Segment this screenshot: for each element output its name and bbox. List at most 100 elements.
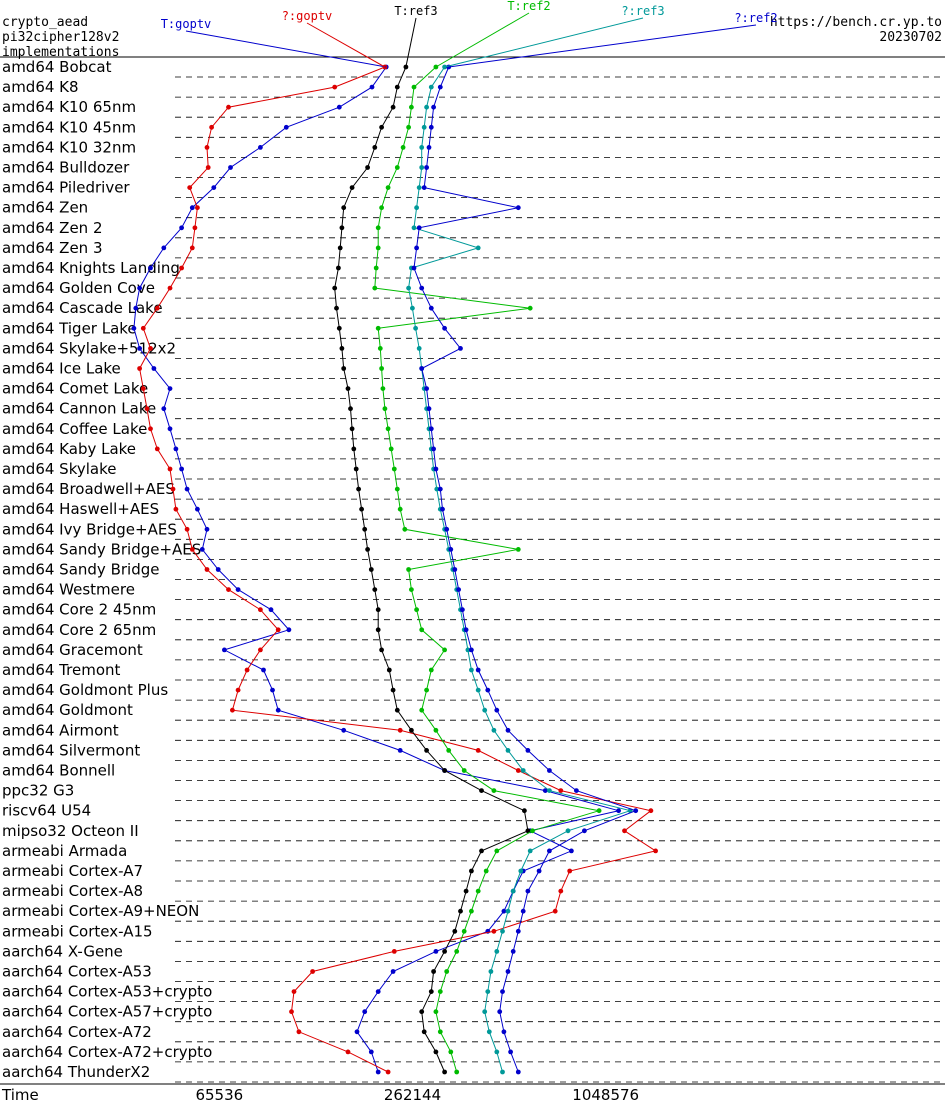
data-point	[494, 708, 499, 713]
data-point	[440, 507, 445, 512]
site-url: https://bench.cr.yp.to	[770, 15, 942, 30]
data-point	[424, 748, 429, 753]
data-point	[482, 1009, 487, 1014]
data-point	[190, 246, 195, 251]
data-point	[137, 366, 142, 371]
data-point	[338, 246, 343, 251]
platform-label: amd64 Sandy Bridge	[2, 561, 159, 579]
data-point	[582, 828, 587, 833]
data-point	[362, 527, 367, 532]
data-point	[216, 567, 221, 572]
data-point	[185, 527, 190, 532]
data-point	[530, 828, 535, 833]
platform-label: amd64 Core 2 65nm	[2, 621, 156, 639]
data-point	[482, 708, 487, 713]
data-point	[448, 547, 453, 552]
data-point	[412, 266, 417, 271]
data-point	[387, 668, 392, 673]
data-point	[297, 1029, 302, 1034]
data-point	[356, 487, 361, 492]
data-point	[566, 828, 571, 833]
data-point	[452, 929, 457, 934]
platform-label: aarch64 Cortex-A53+crypto	[2, 983, 212, 1001]
platform-label: amd64 K10 32nm	[2, 138, 136, 156]
data-point	[522, 808, 527, 813]
data-point	[155, 306, 160, 311]
platform-label: aarch64 Cortex-A53	[2, 963, 152, 981]
data-point	[391, 969, 396, 974]
data-point	[485, 989, 490, 994]
data-point	[372, 286, 377, 291]
data-point	[409, 105, 414, 110]
data-point	[236, 688, 241, 693]
data-point	[434, 1009, 439, 1014]
data-point	[168, 286, 173, 291]
data-point	[422, 1029, 427, 1034]
data-point	[386, 1070, 391, 1075]
series-label: ?:ref2	[734, 11, 777, 25]
platform-label: aarch64 Cortex-A72+crypto	[2, 1043, 212, 1061]
platform-label: amd64 Goldmont Plus	[2, 681, 168, 699]
data-point	[379, 125, 384, 130]
series-label: T:ref2	[507, 0, 550, 13]
data-point	[526, 748, 531, 753]
data-point	[431, 105, 436, 110]
platform-label: amd64 Broadwell+AES	[2, 480, 175, 498]
data-point	[398, 507, 403, 512]
data-point	[376, 246, 381, 251]
platform-label: amd64 Cascade Lake	[2, 299, 163, 317]
x-tick-label: 1048576	[572, 1086, 639, 1103]
data-point	[502, 1029, 507, 1034]
platform-label: amd64 Haswell+AES	[2, 500, 159, 518]
data-point	[460, 607, 465, 612]
data-point	[424, 165, 429, 170]
data-point	[372, 145, 377, 150]
data-point	[284, 125, 289, 130]
data-point	[258, 648, 263, 653]
platform-label: amd64 K10 65nm	[2, 98, 136, 116]
data-point	[190, 205, 195, 210]
data-point	[516, 768, 521, 773]
series-label: T:ref3	[394, 4, 437, 18]
data-point	[521, 768, 526, 773]
data-point	[152, 366, 157, 371]
header-line-1: crypto_aead	[2, 15, 88, 30]
data-point	[355, 1029, 360, 1034]
data-point	[362, 1009, 367, 1014]
data-point	[516, 205, 521, 210]
platform-label: armeabi Armada	[2, 842, 127, 860]
platform-label: amd64 Bulldozer	[2, 159, 130, 177]
data-point	[168, 386, 173, 391]
data-point	[476, 246, 481, 251]
data-point	[476, 688, 481, 693]
platform-label: amd64 K10 45nm	[2, 118, 136, 136]
platform-label: amd64 Goldmont	[2, 701, 133, 719]
data-point	[401, 145, 406, 150]
data-point	[376, 607, 381, 612]
data-point	[148, 346, 153, 351]
data-point	[395, 165, 400, 170]
data-point	[406, 567, 411, 572]
platform-label: amd64 Zen	[2, 199, 88, 217]
data-point	[462, 929, 467, 934]
data-point	[174, 507, 179, 512]
data-point	[228, 165, 233, 170]
data-point	[374, 266, 379, 271]
data-point	[381, 386, 386, 391]
platform-label: amd64 Core 2 45nm	[2, 601, 156, 619]
data-point	[409, 587, 414, 592]
data-point	[195, 507, 200, 512]
data-point	[438, 1029, 443, 1034]
platform-label: amd64 Airmont	[2, 721, 119, 739]
platform-label: aarch64 ThunderX2	[2, 1063, 150, 1081]
x-axis-label: Time	[1, 1086, 39, 1103]
data-point	[506, 748, 511, 753]
data-point	[376, 1070, 381, 1075]
data-point	[222, 648, 227, 653]
data-point	[469, 869, 474, 874]
data-point	[622, 828, 627, 833]
data-point	[485, 688, 490, 693]
data-point	[359, 507, 364, 512]
data-point	[369, 1050, 374, 1055]
data-point	[337, 105, 342, 110]
